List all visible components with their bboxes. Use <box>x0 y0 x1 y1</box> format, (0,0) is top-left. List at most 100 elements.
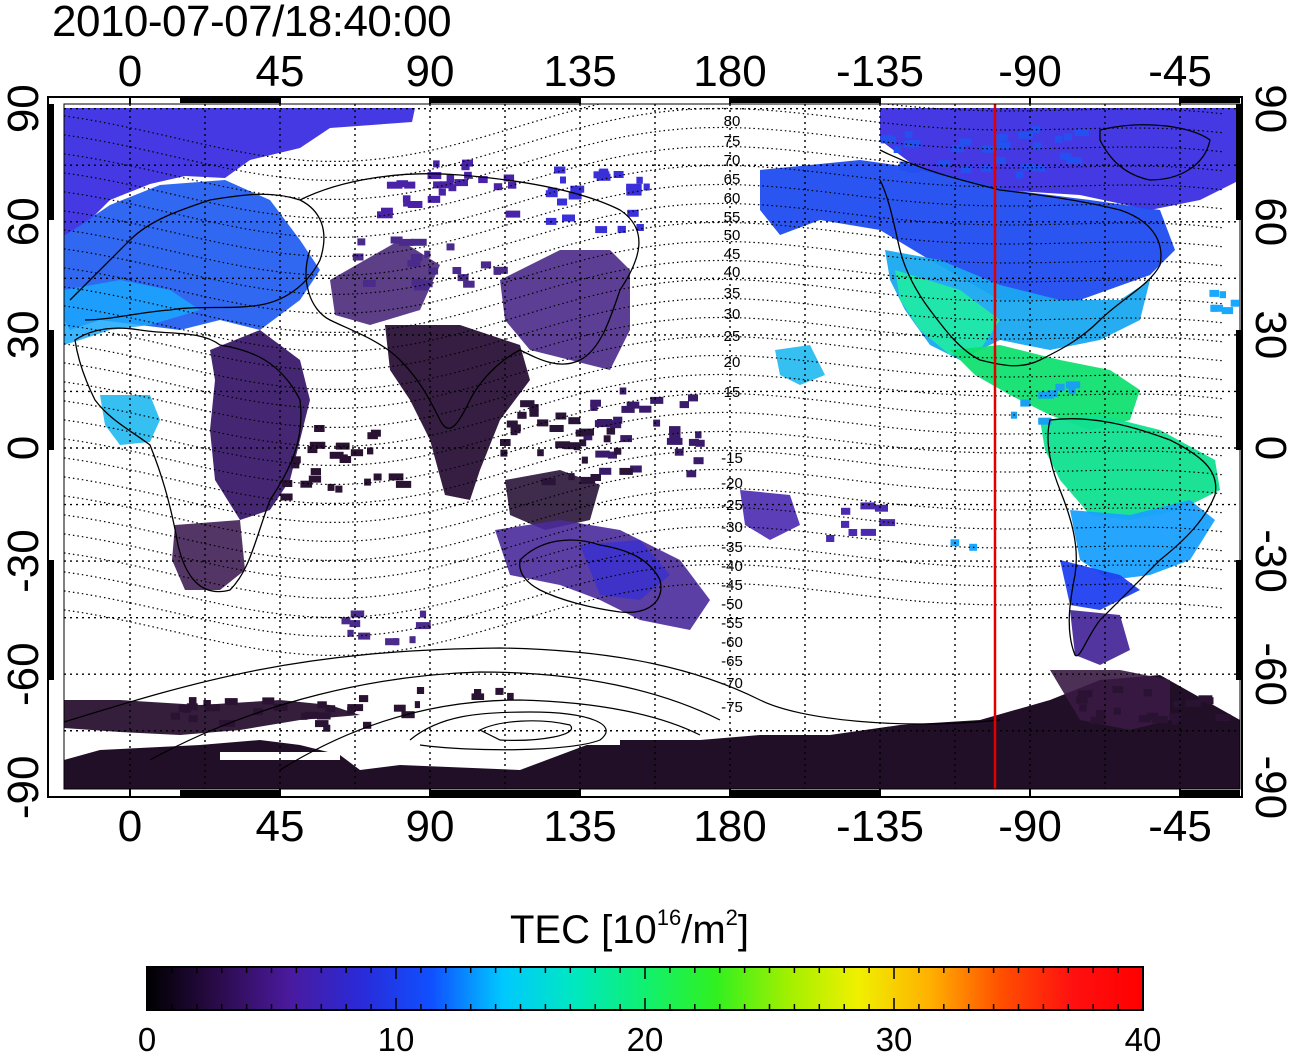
coastline-africa <box>74 327 302 593</box>
tec-block <box>1185 699 1201 707</box>
colorbar-title-exp2: 2 <box>725 905 738 930</box>
contour-label: 40 <box>724 264 741 281</box>
tec-block <box>188 715 198 723</box>
colorbar-title-exp1: 16 <box>656 905 682 930</box>
tec-block <box>452 267 462 274</box>
tec-block <box>474 689 482 696</box>
tec-block <box>636 176 643 184</box>
tec-block <box>350 610 365 618</box>
tec-block <box>315 720 329 728</box>
frame-bar-bottom <box>1180 790 1240 796</box>
lat-label-right: 60 <box>1246 197 1292 246</box>
tec-block <box>597 419 613 426</box>
lon-label-top: 180 <box>693 47 766 96</box>
tec-block <box>529 404 539 412</box>
lat-label-left: -30 <box>0 529 48 593</box>
tec-block <box>513 426 521 434</box>
tec-block <box>323 724 331 732</box>
lat-label-left: 30 <box>0 310 48 359</box>
tec-region-south-america-south <box>1060 560 1140 610</box>
frame-bar-right <box>1236 330 1242 450</box>
tec-block <box>1171 717 1179 725</box>
tec-block <box>310 468 321 476</box>
tec-block <box>960 166 971 174</box>
tec-block <box>841 507 851 515</box>
tec-block <box>433 160 440 168</box>
tec-block <box>480 261 492 269</box>
lon-labels-bottom: 0 45 90 135 180 -135 -90 -45 <box>118 802 1212 851</box>
tec-block <box>317 701 327 709</box>
tec-block <box>314 425 325 432</box>
tec-block <box>643 183 650 191</box>
tec-block <box>620 435 632 443</box>
tec-block <box>590 403 598 411</box>
tec-block <box>860 502 876 510</box>
tec-block <box>395 480 412 488</box>
tec-block <box>363 279 376 287</box>
tec-block <box>1076 696 1088 704</box>
timestamp-title: 2010-07-07/18:40:00 <box>52 0 452 46</box>
antarctica-gaps <box>100 700 620 760</box>
tec-block <box>1079 704 1087 712</box>
tec-block <box>1096 710 1106 718</box>
tec-block <box>290 461 300 469</box>
tec-block <box>674 448 684 456</box>
contour-label: -75 <box>721 699 743 716</box>
tec-block <box>413 283 429 291</box>
tec-region-antarctica <box>64 675 1240 789</box>
coastline-australia <box>519 539 662 614</box>
tec-region-patagonia <box>1070 610 1130 665</box>
tec-block <box>407 201 423 208</box>
tec-block <box>613 171 624 178</box>
contour-line-minus-60 <box>64 647 1001 725</box>
tec-region-india <box>385 325 530 500</box>
tec-block <box>273 703 288 711</box>
colorbar-minor-ticks <box>146 967 1144 1010</box>
frame-bar-bottom <box>730 790 880 796</box>
tec-block <box>1221 307 1234 315</box>
frame-bar-left <box>48 104 54 220</box>
tec-block <box>404 181 416 189</box>
lon-label-top: -90 <box>998 47 1062 96</box>
tec-block <box>307 446 318 454</box>
tec-block <box>388 473 404 481</box>
tec-block <box>560 176 566 184</box>
tec-block <box>555 441 571 449</box>
frame-bar-top <box>430 97 580 103</box>
tec-region-central-america <box>950 345 1140 430</box>
contour-label: -30 <box>721 519 743 536</box>
tec-block <box>580 428 594 436</box>
tec-block <box>329 451 344 459</box>
tec-block <box>1054 135 1063 143</box>
tec-block <box>1230 299 1240 307</box>
tec-block <box>1152 716 1168 724</box>
south-magnetic-contours <box>64 647 1001 771</box>
tec-region-south-america-mid <box>1070 500 1215 580</box>
tec-block <box>1032 142 1042 150</box>
tec-block <box>848 529 858 536</box>
tec-block <box>386 181 403 189</box>
tec-world-map: 0 45 90 135 180 -135 -90 -45 0 45 90 135 180 -135 -90… <box>0 47 1292 851</box>
antarctica-gap <box>220 752 340 760</box>
tec-block <box>570 185 585 193</box>
contour-label: -55 <box>721 615 743 632</box>
tec-block <box>557 198 568 206</box>
lon-label-top: 0 <box>118 47 142 96</box>
tec-block <box>291 456 301 464</box>
tec-block <box>636 224 644 231</box>
contour-label: -65 <box>721 653 743 670</box>
tec-block <box>385 638 398 646</box>
contour-label: -15 <box>721 450 743 467</box>
tec-block <box>1169 713 1182 721</box>
tec-block <box>282 480 293 487</box>
tec-block <box>304 711 319 719</box>
tec-block <box>613 447 622 455</box>
tec-block <box>669 432 681 440</box>
tec-block <box>879 519 896 527</box>
tec-block <box>590 474 601 481</box>
tec-block <box>428 267 439 275</box>
lat-labels-left: 90 60 30 0 -30 -60 -90 <box>0 84 48 819</box>
tec-block <box>471 693 485 701</box>
colorbar-tick-label: 20 <box>626 1021 664 1058</box>
tec-region-southern-africa <box>172 520 245 590</box>
